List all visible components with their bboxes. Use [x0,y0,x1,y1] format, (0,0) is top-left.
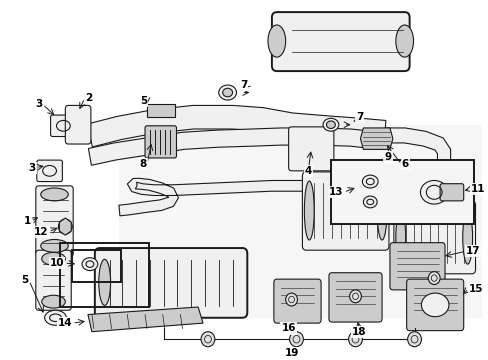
FancyBboxPatch shape [302,172,388,250]
Bar [147,104,174,117]
Text: 9: 9 [384,152,391,162]
Text: 6: 6 [401,159,408,170]
Ellipse shape [326,121,335,129]
Circle shape [427,272,439,284]
Ellipse shape [323,118,338,131]
FancyBboxPatch shape [95,248,247,318]
FancyBboxPatch shape [65,105,91,144]
FancyBboxPatch shape [271,12,409,71]
FancyBboxPatch shape [389,243,444,290]
Ellipse shape [41,239,68,252]
Text: 11: 11 [469,184,484,194]
Polygon shape [88,128,380,165]
Circle shape [407,332,421,347]
Ellipse shape [82,258,98,271]
Text: 18: 18 [351,327,366,337]
FancyBboxPatch shape [288,127,333,171]
Ellipse shape [395,25,413,57]
Text: 16: 16 [281,324,295,333]
Ellipse shape [41,252,65,265]
Ellipse shape [222,88,232,97]
Text: 5: 5 [140,96,147,106]
Ellipse shape [267,25,285,57]
Bar [72,250,121,282]
Text: 17: 17 [465,246,479,256]
Ellipse shape [462,211,471,264]
Ellipse shape [420,180,447,204]
Text: 8: 8 [140,159,147,170]
Polygon shape [360,128,392,149]
FancyBboxPatch shape [406,279,463,330]
Text: 13: 13 [328,187,343,197]
Text: 10: 10 [50,258,64,268]
FancyBboxPatch shape [50,115,76,136]
FancyBboxPatch shape [328,273,381,322]
Text: 15: 15 [468,284,482,294]
Text: 3: 3 [28,163,36,172]
Circle shape [349,290,361,303]
Polygon shape [88,307,203,332]
Ellipse shape [218,85,236,100]
Text: 1: 1 [23,216,31,226]
Polygon shape [59,218,71,235]
Bar [330,160,472,224]
Ellipse shape [59,219,72,234]
Polygon shape [119,178,394,216]
Text: 12: 12 [34,227,48,237]
FancyBboxPatch shape [37,160,62,181]
Text: 4: 4 [304,166,311,176]
Ellipse shape [376,181,386,240]
Ellipse shape [99,259,110,305]
Polygon shape [87,105,385,147]
FancyBboxPatch shape [36,250,71,310]
Text: 5: 5 [21,275,29,285]
Ellipse shape [421,293,448,317]
Circle shape [289,332,303,347]
Text: 19: 19 [284,348,298,358]
Circle shape [201,332,214,347]
Text: 7: 7 [355,112,363,122]
Ellipse shape [362,175,377,188]
Circle shape [285,293,297,306]
Text: 2: 2 [85,93,92,103]
Polygon shape [384,128,450,186]
Text: 7: 7 [240,80,247,90]
FancyBboxPatch shape [145,126,176,158]
FancyBboxPatch shape [439,184,463,201]
FancyBboxPatch shape [273,279,321,323]
FancyBboxPatch shape [393,201,474,274]
Text: 14: 14 [58,318,72,328]
Bar [61,243,149,307]
Text: 3: 3 [36,99,42,109]
Ellipse shape [41,188,68,201]
Ellipse shape [304,181,314,240]
Circle shape [348,332,362,347]
FancyBboxPatch shape [36,186,73,257]
Ellipse shape [395,211,405,264]
Polygon shape [119,125,482,318]
Ellipse shape [44,310,66,325]
Ellipse shape [363,196,376,208]
Ellipse shape [41,295,65,308]
